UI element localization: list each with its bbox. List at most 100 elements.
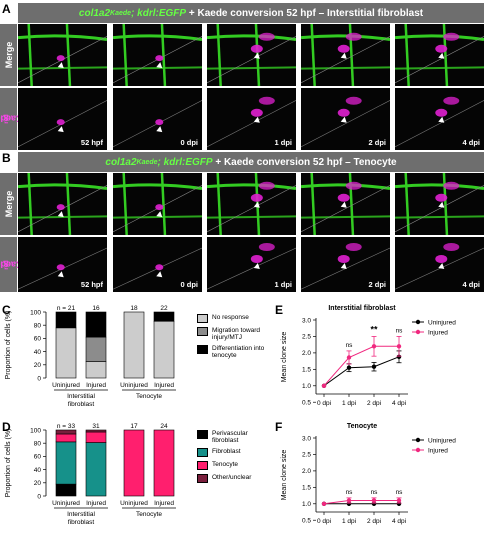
data-point xyxy=(371,364,377,369)
arrowhead-icon xyxy=(156,62,163,69)
panel-b-kaede-timepoint-label: 52 hpf xyxy=(80,280,103,289)
injury-line xyxy=(301,36,390,84)
vessel xyxy=(310,173,316,235)
arrowhead-icon xyxy=(57,126,64,133)
legend-label: No response xyxy=(212,314,249,321)
legend-marker xyxy=(415,329,421,335)
legend-label: Uninjured xyxy=(428,437,456,444)
injury-line xyxy=(301,100,390,148)
labeled-cell xyxy=(435,44,448,53)
panel-a-kaede-micrograph-0: 52 hpf xyxy=(18,88,107,150)
arrowhead-icon xyxy=(253,116,260,123)
data-point xyxy=(321,501,327,506)
panel-b-merge-micrograph-0 xyxy=(18,173,107,235)
labeled-cell xyxy=(443,32,460,41)
legend-label: Tenocyte xyxy=(212,461,239,468)
injury-line xyxy=(395,185,484,233)
bar-segment-other-unclear xyxy=(55,429,77,435)
bar-segment-no-response xyxy=(85,361,107,379)
vessel xyxy=(301,34,390,41)
labeled-cell xyxy=(250,108,263,117)
data-point xyxy=(321,383,327,388)
chart-e: Interstitial fibroblast Mean clone size 0.… xyxy=(278,300,484,421)
labeled-cell xyxy=(56,55,65,62)
panel-a-merge-micrograph-1 xyxy=(113,24,202,86)
labeled-cell xyxy=(155,264,164,271)
panel-b-kaede-micrograph-1: 0 dpi xyxy=(113,237,202,292)
panel-b-merge-micrograph-1 xyxy=(113,173,202,235)
x-tick-label: Injured xyxy=(154,382,174,389)
panel-a-kaede-label: Kaedered xyxy=(0,88,22,150)
data-point xyxy=(371,344,377,349)
legend-marker xyxy=(415,437,421,443)
vessel xyxy=(27,173,33,235)
data-point xyxy=(371,501,377,506)
y-tick-label: 2.0 xyxy=(302,468,311,475)
vessel xyxy=(18,215,107,219)
data-point xyxy=(396,501,402,506)
group-label: Tenocyte xyxy=(136,511,162,518)
arrowhead-icon xyxy=(156,126,163,133)
y-tick-label: 3.0 xyxy=(302,317,311,324)
y-axis-label: Proportion of cells (%) xyxy=(5,429,12,498)
y-tick-label: 100 xyxy=(30,427,41,434)
legend-swatch xyxy=(197,474,208,483)
arrowhead-icon xyxy=(438,116,445,123)
labeled-cell xyxy=(337,44,350,53)
arrowhead-icon xyxy=(253,263,260,269)
y-tick-label: 60 xyxy=(34,336,42,343)
labeled-cell xyxy=(250,193,263,202)
y-axis-label: Mean clone size xyxy=(281,332,288,383)
chart-d: Proportion of cells (%) 0 20 40 60 80 100 n = 3… xyxy=(0,418,200,555)
n-label: 16 xyxy=(92,305,100,312)
arrowhead-icon xyxy=(57,271,64,278)
data-point xyxy=(346,355,352,360)
panel-b-kaede-timepoint-label: 0 dpi xyxy=(180,280,198,289)
panel-b-merge-label: Merge xyxy=(0,173,17,235)
bar-segment-fibroblast xyxy=(55,441,77,485)
y-tick-label: 20 xyxy=(34,480,42,487)
data-point xyxy=(371,498,377,503)
chart-f: Tenocyte Mean clone size 0.5 1.0 1.5 2.0 2.5 3.… xyxy=(278,418,484,539)
legend-entry: Other/unclear xyxy=(197,474,275,483)
panel-a-kaede-micrograph-4: 4 dpi xyxy=(395,88,484,150)
chart-c-legend: No response Migration toward injury/MTJ Di… xyxy=(197,314,275,363)
panel-b-kaede-label: Kaedered xyxy=(0,237,22,292)
n-label: 22 xyxy=(160,305,168,312)
panel-a-gene-rest: ; kdrl:EGFP xyxy=(131,7,187,19)
x-tick-label: 4 dpi xyxy=(392,518,406,525)
vessel xyxy=(442,173,449,235)
arrowhead-icon xyxy=(340,116,347,123)
labeled-cell xyxy=(435,108,448,117)
vessel xyxy=(216,24,222,86)
bar-segment-tenocyte xyxy=(123,429,145,497)
bar-segment-differentiation-into-tenocyte xyxy=(55,311,77,329)
arrowhead-icon xyxy=(156,271,163,278)
significance-label: ns xyxy=(346,489,354,496)
data-point xyxy=(396,344,402,349)
panel-a-kaede-timepoint-label: 52 hpf xyxy=(80,138,103,147)
panel-b-kaede-micrograph-3: 2 dpi xyxy=(301,237,390,292)
legend-entry: Perivascular fibroblast xyxy=(197,430,275,444)
vessel xyxy=(18,66,107,70)
chart-title: Interstitial fibroblast xyxy=(328,305,396,312)
bar-segment-differentiation-into-tenocyte xyxy=(153,311,175,322)
bar-segment-tenocyte xyxy=(153,429,175,497)
vessel xyxy=(122,24,128,86)
injury-line xyxy=(207,185,296,233)
arrowhead-icon xyxy=(57,62,64,69)
labeled-cell xyxy=(56,264,65,271)
y-tick-label: 80 xyxy=(34,323,42,330)
panel-b-merge-micrograph-4 xyxy=(395,173,484,235)
bar-segment-perivascular-fibroblast xyxy=(55,483,77,497)
vessel xyxy=(113,215,202,219)
labeled-cell xyxy=(345,243,362,251)
panel-b-kaede-micrograph-4: 4 dpi xyxy=(395,237,484,292)
x-tick-label: Injured xyxy=(154,500,174,507)
labeled-cell xyxy=(337,193,350,202)
x-tick-label: Uninjured xyxy=(120,500,148,507)
legend-marker xyxy=(415,447,421,453)
bar-segment-tenocyte xyxy=(55,433,77,443)
group-label: fibroblast xyxy=(68,401,95,408)
legend-entry: No response xyxy=(197,314,275,323)
